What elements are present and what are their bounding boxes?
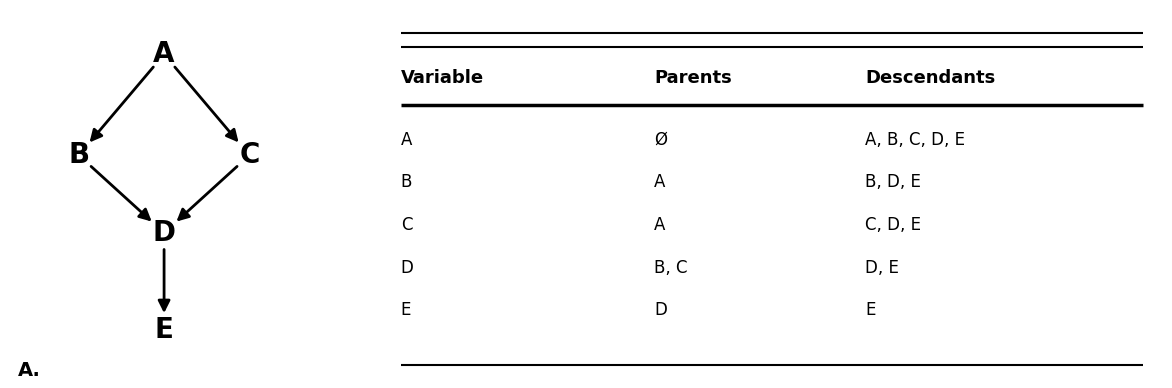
Text: A: A	[654, 216, 666, 234]
Text: D: D	[654, 301, 667, 319]
Text: Parents: Parents	[654, 69, 731, 87]
Text: E: E	[401, 301, 411, 319]
Text: Ø: Ø	[654, 131, 667, 149]
Text: A.: A.	[18, 361, 41, 380]
Text: B, D, E: B, D, E	[865, 173, 921, 191]
Text: Descendants: Descendants	[865, 69, 995, 87]
Text: A: A	[654, 173, 666, 191]
Text: D: D	[152, 219, 176, 247]
Text: B: B	[401, 173, 413, 191]
Text: B: B	[68, 141, 89, 169]
Text: C, D, E: C, D, E	[865, 216, 921, 234]
Text: B, C: B, C	[654, 259, 688, 277]
Text: C: C	[239, 141, 259, 169]
Text: D, E: D, E	[865, 259, 899, 277]
Text: A: A	[401, 131, 413, 149]
Text: E: E	[865, 301, 875, 319]
Text: E: E	[155, 316, 173, 344]
Text: Variable: Variable	[401, 69, 484, 87]
Text: C: C	[401, 216, 413, 234]
Text: D: D	[401, 259, 414, 277]
Text: A: A	[154, 40, 175, 68]
Text: A, B, C, D, E: A, B, C, D, E	[865, 131, 965, 149]
